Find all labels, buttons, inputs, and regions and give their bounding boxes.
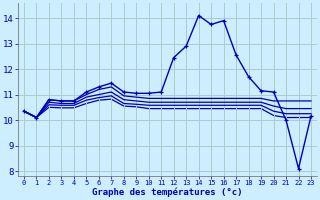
X-axis label: Graphe des températures (°c): Graphe des températures (°c) (92, 188, 243, 197)
